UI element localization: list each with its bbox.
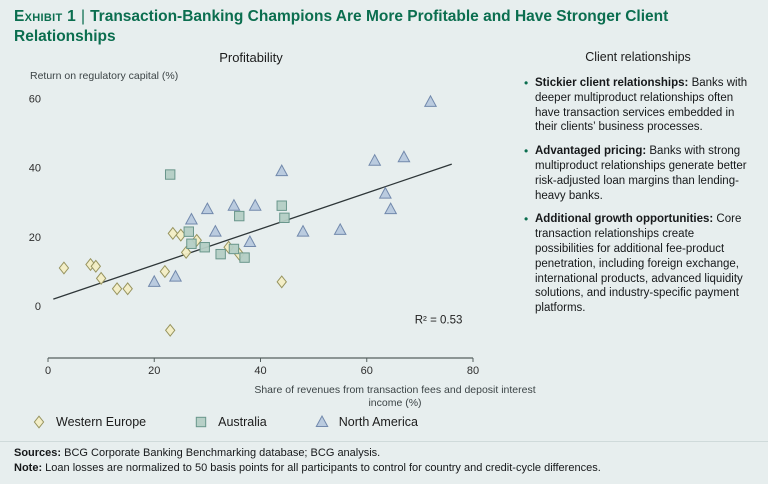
marker-square (215, 248, 226, 260)
bullet-text: Additional growth opportunities: Core tr… (535, 212, 756, 316)
note-label: Note: (14, 462, 43, 474)
marker-diamond (122, 282, 133, 296)
marker-diamond (180, 245, 192, 260)
scatter-chart: 0 20 40 60 80 0 20 40 60 R² = 0.53 (29, 93, 479, 377)
marker-square (276, 200, 287, 211)
bullet-title: Stickier client relationships: (535, 77, 689, 89)
bullet-title: Advantaged pricing: (535, 145, 647, 158)
marker-square (195, 416, 207, 428)
r-squared-label: R² = 0.53 (415, 314, 463, 326)
bullet-body: Banks with deeper multiproduct relations… (535, 77, 748, 134)
legend-label-north-america: North America (338, 415, 418, 429)
footer-divider (0, 441, 768, 442)
bullet-dot-icon (524, 144, 535, 203)
x-tick-label: 40 (254, 365, 266, 377)
marker-triangle (184, 212, 198, 225)
x-tick-label: 60 (361, 365, 373, 377)
bullet-item: Stickier client relationships: Banks wit… (524, 76, 756, 135)
marker-diamond (90, 259, 102, 273)
legend-item-north-america: North America (313, 414, 418, 430)
diamond-marker-icon (33, 415, 45, 429)
marker-diamond (167, 226, 179, 240)
note-text: Loan losses are normalized to 50 basis p… (42, 462, 601, 474)
marker-triangle (397, 150, 411, 163)
marker-square (164, 169, 176, 180)
marker-triangle (423, 94, 438, 107)
marker-triangle (147, 274, 161, 287)
bullet-item: Additional growth opportunities: Core tr… (524, 212, 756, 316)
trend-line (53, 163, 452, 300)
marker-diamond (58, 261, 70, 275)
chart-section-title: Profitability (219, 50, 283, 65)
marker-diamond (191, 233, 202, 247)
footer: Sources: BCG Corporate Banking Benchmark… (14, 446, 754, 476)
marker-triangle (243, 234, 257, 248)
bullet-body: Core transaction relationships create po… (535, 213, 743, 315)
sources-line: Sources: BCG Corporate Banking Benchmark… (14, 446, 754, 461)
marker-triangle (168, 269, 183, 282)
marker-square (228, 243, 240, 255)
bullet-text: Advantaged pricing: Banks with strong mu… (535, 144, 756, 203)
marker-square (186, 238, 197, 249)
marker-triangle (378, 186, 392, 199)
marker-triangle (208, 224, 222, 237)
marker-triangle (296, 224, 310, 237)
marker-diamond (159, 264, 171, 279)
marker-square (279, 212, 290, 224)
x-tick-label: 0 (45, 365, 51, 377)
x-tick-label: 80 (467, 365, 479, 377)
bullet-list: Stickier client relationships: Banks wit… (524, 76, 756, 325)
marker-triangle (315, 414, 329, 427)
bullet-title: Additional growth opportunities: (535, 213, 714, 226)
bullet-body: Banks with strong multiproduct relations… (535, 145, 747, 202)
legend-item-western-europe: Western Europe (30, 414, 146, 430)
bullet-text: Stickier client relationships: Banks wit… (535, 76, 756, 135)
right-section-title: Client relationships (585, 50, 691, 64)
marker-triangle (248, 198, 262, 211)
y-tick-label: 0 (35, 301, 41, 313)
legend-item-australia: Australia (192, 414, 267, 430)
marker-triangle (384, 202, 398, 215)
marker-triangle (227, 198, 241, 211)
marker-diamond (164, 323, 176, 337)
y-tick-label: 20 (29, 232, 41, 244)
bullet-dot-icon (524, 76, 535, 135)
marker-diamond (33, 415, 45, 429)
sources-text: BCG Corporate Banking Benchmarking datab… (61, 447, 381, 459)
marker-diamond (95, 271, 107, 285)
note-line: Note: Loan losses are normalized to 50 b… (14, 461, 754, 476)
marker-diamond (111, 282, 123, 296)
marker-square (199, 242, 210, 253)
y-tick-label: 60 (29, 93, 41, 105)
x-tick-label: 20 (148, 365, 160, 377)
marker-square (239, 252, 250, 263)
marker-diamond (276, 275, 287, 289)
marker-triangle (333, 222, 347, 235)
legend-label-western-europe: Western Europe (56, 415, 147, 429)
marker-triangle (368, 153, 382, 166)
bullet-dot-icon (524, 212, 535, 316)
exhibit-title: Exhibit 1 | Transaction-Banking Champions … (14, 7, 740, 47)
title-text: Transaction-Banking Champions Are More P… (14, 8, 669, 45)
legend-label-australia: Australia (218, 415, 267, 429)
sources-label: Sources: (14, 447, 62, 459)
x-axis-label: Share of revenues from transaction fees … (254, 384, 536, 409)
chart-legend: Western Europe Australia North America (30, 414, 418, 430)
marker-triangle (200, 202, 214, 215)
marker-triangle (275, 164, 289, 177)
marker-square (234, 210, 245, 222)
marker-square (183, 226, 194, 237)
triangle-marker-icon (315, 414, 329, 427)
y-tick-label: 40 (29, 163, 41, 175)
bullet-item: Advantaged pricing: Banks with strong mu… (524, 144, 756, 203)
square-marker-icon (195, 416, 207, 428)
exhibit-label: Exhibit 1 (14, 8, 77, 25)
y-axis-label: Return on regulatory capital (%) (30, 70, 179, 82)
title-divider: | (81, 8, 86, 25)
